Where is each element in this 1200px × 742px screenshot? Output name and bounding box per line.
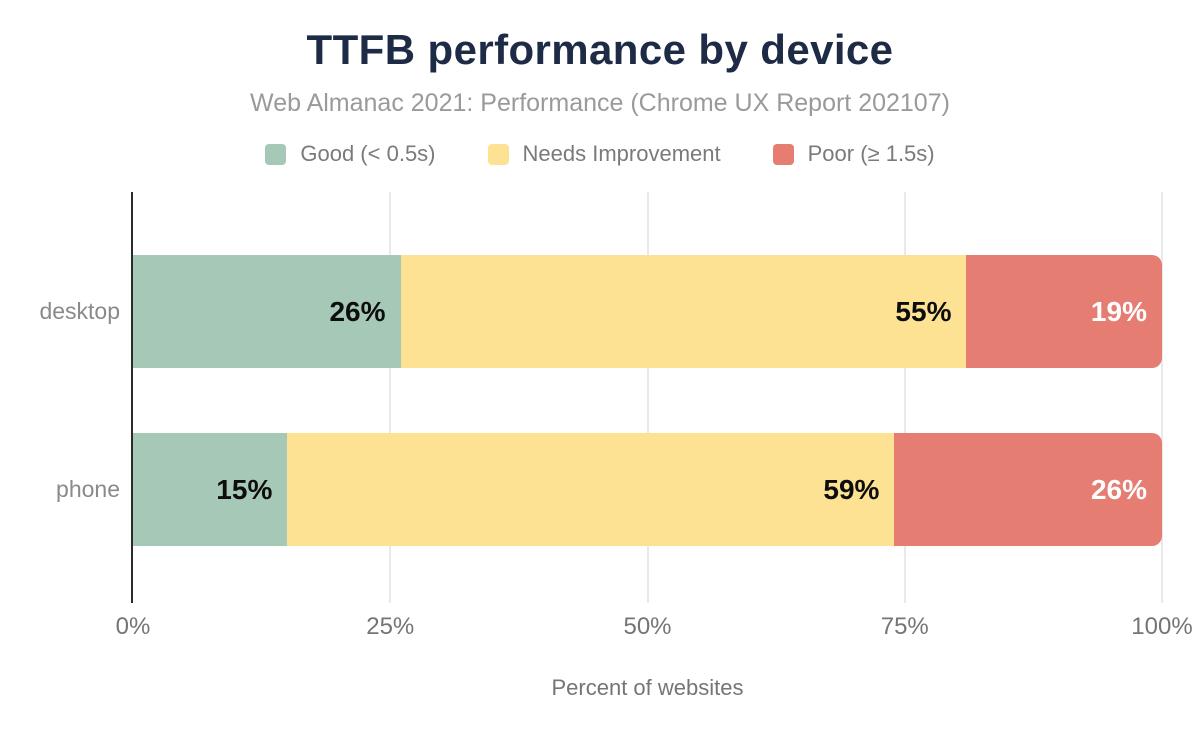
legend-item: Good (< 0.5s)	[265, 141, 436, 167]
x-axis-tick-label: 50%	[623, 613, 672, 640]
chart-title: TTFB performance by device	[306, 26, 894, 73]
legend-swatch	[487, 143, 509, 165]
legend-swatch	[265, 143, 287, 165]
legend-item: Poor (≥ 1.5s)	[772, 141, 935, 167]
bar-segment: 55%	[400, 255, 967, 368]
y-axis-label: desktop	[39, 298, 120, 324]
bar-segment: 15%	[133, 433, 288, 546]
x-axis-tick-label: 25%	[366, 613, 415, 640]
y-axis-label: phone	[56, 476, 120, 502]
chart-subtitle: Web Almanac 2021: Performance (Chrome UX…	[250, 89, 950, 117]
gridline	[389, 192, 392, 603]
gridline	[646, 192, 649, 603]
gridline	[1161, 192, 1163, 603]
bar-value-label: 15%	[216, 473, 273, 505]
legend-label: Needs Improvement	[522, 141, 721, 166]
bar-row: 15% 59% 26%	[133, 433, 1162, 546]
bar-segment: 59%	[287, 433, 895, 546]
bar-value-label: 26%	[1090, 473, 1147, 505]
legend-label: Good (< 0.5s)	[300, 141, 436, 166]
bar-value-label: 55%	[895, 295, 952, 327]
legend-item: Needs Improvement	[487, 141, 721, 167]
y-axis-line	[131, 192, 133, 603]
gridline	[903, 192, 906, 603]
x-axis-tick-label: 0%	[115, 613, 151, 640]
x-axis-title: Percent of websites	[551, 675, 744, 700]
bar-segment: 26%	[894, 433, 1162, 546]
bar-row: 26% 55% 19%	[133, 255, 1162, 368]
bar-value-label: 59%	[823, 473, 880, 505]
x-axis-tick-label: 100%	[1131, 613, 1193, 640]
plot-area: desktop 26% 55% 19% phone 15% 59% 26%	[39, 192, 1163, 603]
legend: Good (< 0.5s) Needs Improvement Poor (≥ 1.…	[0, 141, 1200, 167]
bar-value-label: 19%	[1090, 295, 1147, 327]
legend-swatch	[772, 143, 794, 165]
bar-segment: 19%	[966, 255, 1162, 368]
x-axis-tick-label: 75%	[880, 613, 929, 640]
legend-label: Poor (≥ 1.5s)	[807, 141, 935, 166]
bar-segment: 26%	[133, 255, 401, 368]
bar-value-label: 26%	[329, 295, 386, 327]
